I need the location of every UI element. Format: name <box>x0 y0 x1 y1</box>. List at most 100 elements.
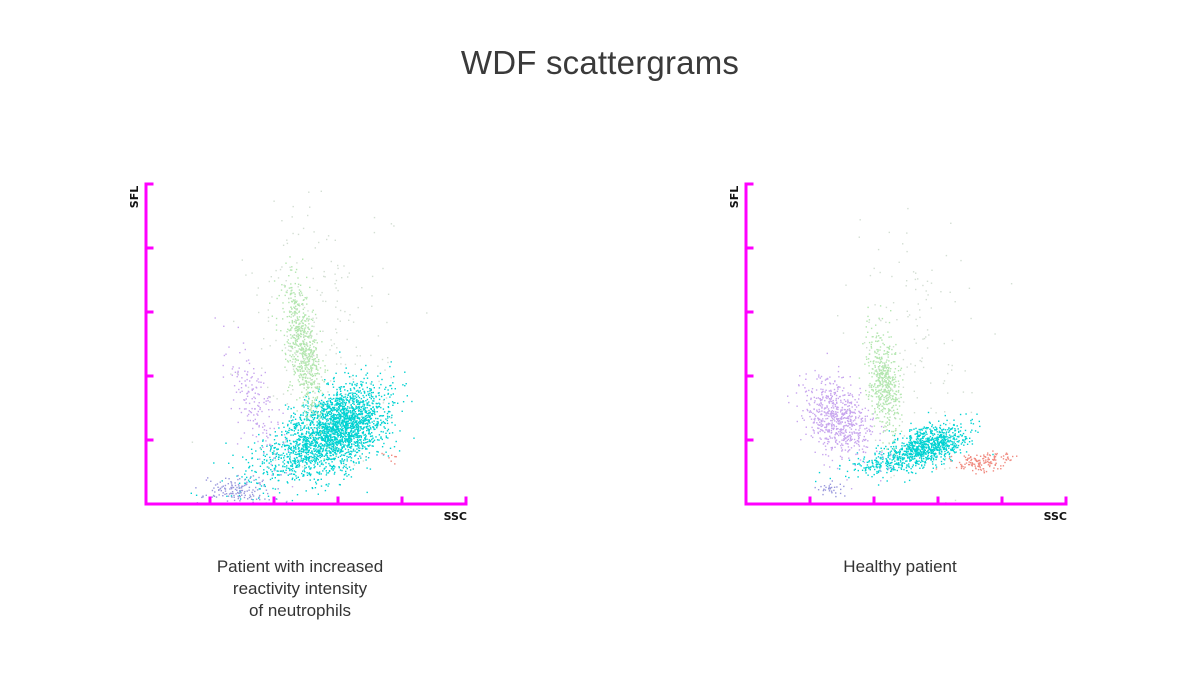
data-point <box>278 427 280 429</box>
data-point <box>340 454 343 456</box>
data-point <box>298 305 301 307</box>
data-point <box>334 437 336 439</box>
data-point <box>854 419 856 421</box>
data-point <box>348 434 350 436</box>
data-point <box>311 383 314 385</box>
data-point <box>392 404 394 406</box>
data-point <box>835 415 837 418</box>
data-point <box>908 443 910 445</box>
data-point <box>329 430 331 432</box>
data-point <box>972 423 975 425</box>
data-point <box>368 452 371 454</box>
data-point <box>321 405 323 407</box>
data-point <box>844 412 846 414</box>
data-point <box>871 476 873 478</box>
data-point <box>324 365 326 367</box>
data-point <box>953 419 955 421</box>
data-point <box>879 470 882 472</box>
data-point <box>970 419 972 422</box>
data-point <box>837 370 840 373</box>
data-point <box>297 476 299 478</box>
data-point <box>371 275 374 278</box>
data-point <box>317 493 319 495</box>
data-point <box>347 451 349 453</box>
data-point <box>298 328 300 331</box>
data-point <box>336 420 338 423</box>
data-point <box>959 449 961 451</box>
data-point <box>383 442 385 445</box>
data-point <box>339 320 341 322</box>
data-point <box>319 445 321 447</box>
data-point <box>952 449 954 452</box>
data-point <box>294 302 296 304</box>
data-point <box>307 336 309 338</box>
data-point <box>320 463 323 465</box>
data-point <box>349 441 351 444</box>
data-point <box>306 474 309 476</box>
data-point <box>311 434 314 437</box>
data-point <box>354 383 356 386</box>
data-point <box>303 475 305 477</box>
data-point <box>259 498 261 501</box>
data-point <box>222 376 225 378</box>
data-point <box>303 384 305 386</box>
data-point <box>818 374 820 376</box>
data-point <box>369 440 371 443</box>
data-point <box>887 455 890 457</box>
data-point <box>305 347 307 350</box>
data-point <box>277 277 280 279</box>
data-point <box>953 446 955 448</box>
data-point <box>829 466 831 468</box>
data-point <box>934 429 936 431</box>
data-point <box>353 410 355 412</box>
data-point <box>262 473 264 475</box>
data-point <box>295 443 297 445</box>
data-point <box>931 425 933 428</box>
data-point <box>905 450 907 452</box>
data-point <box>282 461 284 463</box>
data-point <box>334 273 336 275</box>
data-point <box>304 442 306 444</box>
data-point <box>304 377 307 379</box>
data-point <box>344 404 347 406</box>
data-point <box>309 423 311 426</box>
data-point <box>258 405 260 407</box>
data-point <box>387 392 390 395</box>
data-point <box>363 391 366 393</box>
data-point <box>265 429 268 432</box>
data-point <box>287 390 289 392</box>
data-point <box>307 384 309 386</box>
data-point <box>340 363 342 365</box>
data-point <box>292 336 294 339</box>
data-point <box>318 418 320 421</box>
data-point <box>944 453 946 455</box>
data-point <box>313 437 315 440</box>
data-point <box>228 493 231 495</box>
data-point <box>315 442 317 444</box>
data-point <box>915 464 917 467</box>
data-point <box>390 223 393 225</box>
data-point <box>333 473 336 475</box>
data-point <box>299 459 301 461</box>
data-point <box>378 415 381 417</box>
data-point <box>818 408 820 411</box>
data-point <box>948 440 950 442</box>
data-point <box>310 444 312 446</box>
data-point <box>960 423 962 425</box>
data-point <box>971 443 974 445</box>
data-point <box>355 422 357 424</box>
data-point <box>345 367 347 369</box>
data-point <box>965 436 967 438</box>
data-point <box>919 452 921 454</box>
data-point <box>310 404 313 406</box>
data-point <box>339 484 341 486</box>
data-point <box>244 473 246 475</box>
data-point <box>323 458 325 460</box>
data-point <box>915 450 918 452</box>
data-point <box>819 410 821 413</box>
data-point <box>312 390 315 392</box>
data-point <box>350 440 352 442</box>
data-point <box>916 460 919 463</box>
data-point <box>301 353 303 355</box>
data-point <box>351 418 354 420</box>
